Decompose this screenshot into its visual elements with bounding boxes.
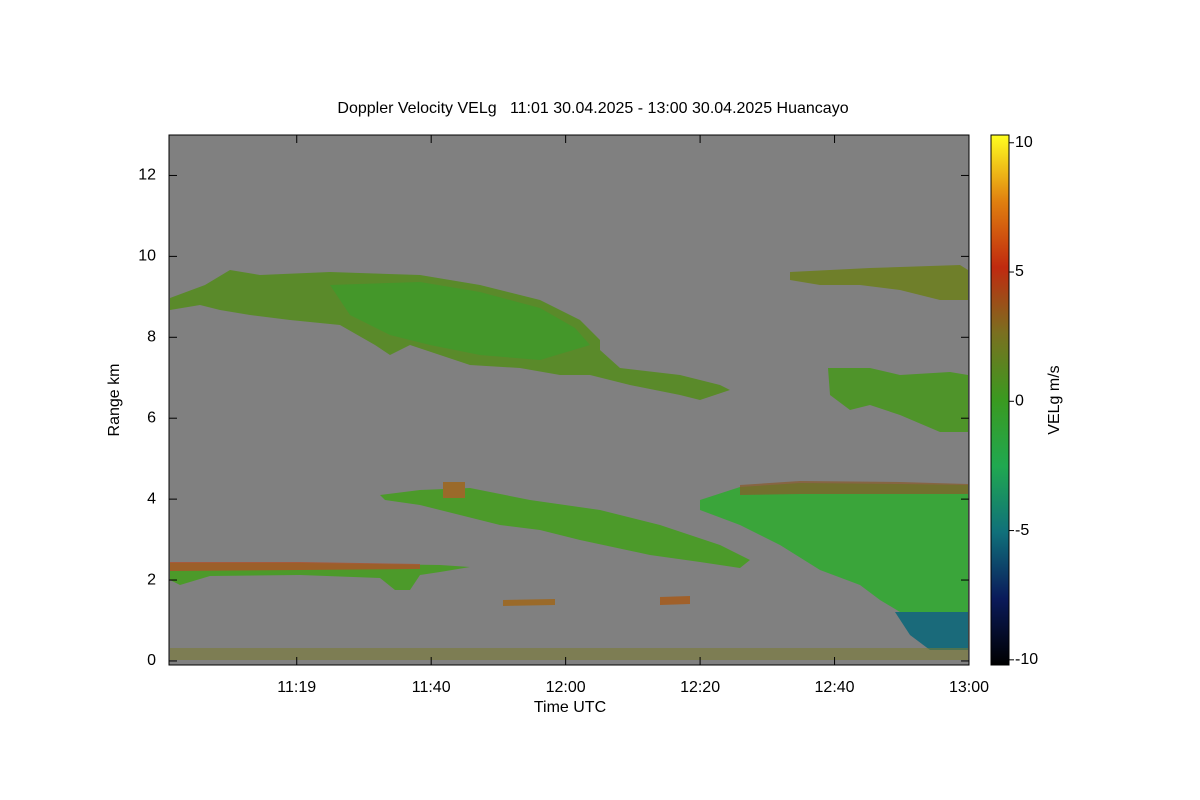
colorbar-tick-label: 10 xyxy=(1015,134,1033,151)
y-tick-label: 10 xyxy=(138,248,156,265)
plot-frame xyxy=(168,134,970,666)
colorbar-tick-label: 5 xyxy=(1015,263,1024,280)
x-tick-label: 11:40 xyxy=(412,679,451,696)
y-tick-label: 8 xyxy=(147,329,156,346)
x-tick-label: 12:20 xyxy=(680,679,720,696)
x-tick-label: 12:40 xyxy=(815,679,855,696)
echo xyxy=(828,368,968,432)
x-tick-label: 11:19 xyxy=(277,679,316,696)
y-tick-label: 12 xyxy=(138,167,156,184)
x-axis-label: Time UTC xyxy=(534,699,606,716)
x-tick-label: 12:00 xyxy=(546,679,586,696)
echo xyxy=(790,265,968,300)
echo xyxy=(380,488,750,568)
y-axis-label: Range km xyxy=(106,364,123,437)
echoes xyxy=(170,265,968,660)
x-tick-label: 13:00 xyxy=(949,679,989,696)
y-tick-label: 6 xyxy=(147,409,156,426)
echo xyxy=(443,482,465,498)
echo xyxy=(740,481,968,495)
echo xyxy=(330,282,590,360)
colorbar-tick-label: 0 xyxy=(1015,393,1024,410)
plot-background xyxy=(169,135,969,665)
echo xyxy=(503,599,555,606)
chart-title: Doppler Velocity VELg 11:01 30.04.2025 -… xyxy=(337,100,848,117)
colorbar-tick-label: -10 xyxy=(1015,651,1038,668)
y-tick-label: 2 xyxy=(147,571,156,588)
colorbar-tick-label: -5 xyxy=(1015,522,1029,539)
echo xyxy=(700,483,968,612)
echo xyxy=(895,612,968,650)
colorbar-label: VELg m/s xyxy=(1046,365,1063,434)
echo xyxy=(660,596,690,605)
y-tick-label: 0 xyxy=(147,652,156,669)
echo xyxy=(170,648,968,660)
colorbar xyxy=(990,134,1010,666)
echo xyxy=(170,562,420,571)
y-tick-label: 4 xyxy=(147,490,156,507)
